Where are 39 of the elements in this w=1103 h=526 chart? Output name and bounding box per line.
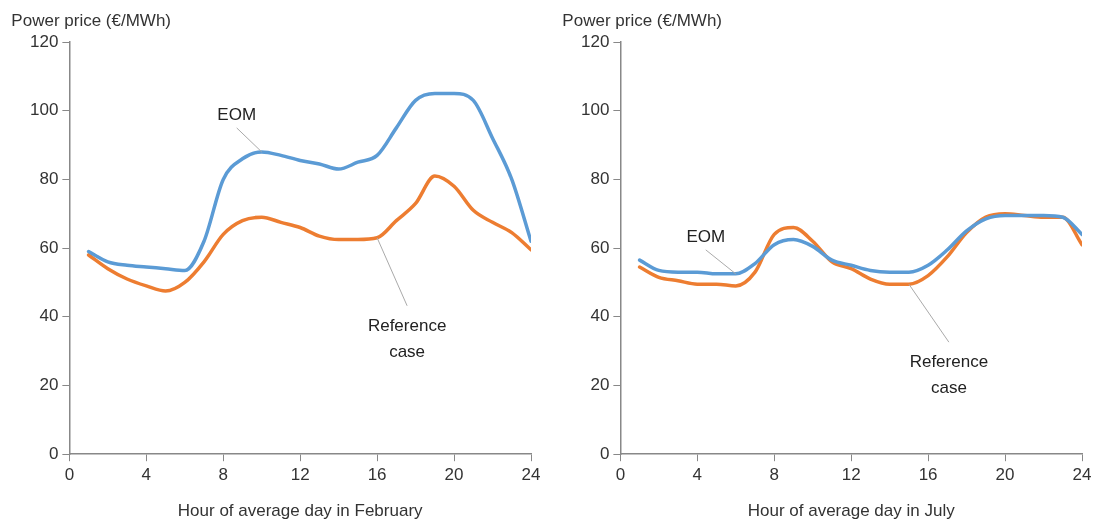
x-tick-label: 24 (521, 465, 541, 485)
y-tick-label: 100 (580, 100, 610, 120)
y-axis-title: Power price (€/MWh) (562, 11, 722, 31)
line-series (637, 213, 1082, 276)
x-tick-label: 12 (290, 465, 310, 485)
y-tick-label: 60 (590, 237, 610, 257)
x-axis-title: Hour of average day in February (177, 501, 424, 521)
y-tick-label: 40 (39, 306, 59, 326)
y-tick-label: 20 (590, 375, 610, 395)
y-tick-label: 80 (590, 169, 610, 189)
x-tick-label: 4 (141, 465, 152, 485)
x-tick-label: 20 (995, 465, 1015, 485)
line-series (86, 174, 531, 293)
text: Reference case (909, 352, 989, 398)
x-tick-label: 16 (918, 465, 938, 485)
x-tick-label: 12 (841, 465, 861, 485)
x-tick-label: 0 (64, 465, 75, 485)
x-tick-label: 16 (367, 465, 387, 485)
line-series (86, 91, 531, 273)
series-label: EOM (217, 105, 257, 125)
y-tick-label: 0 (599, 443, 610, 463)
y-tick-label: 120 (580, 31, 610, 51)
y-tick-label: 0 (48, 443, 59, 463)
x-tick-label: 4 (692, 465, 703, 485)
x-tick-label: 8 (218, 465, 228, 485)
y-tick-label: 60 (39, 237, 59, 257)
series-label: EOM (686, 227, 726, 247)
y-tick-label: 40 (590, 306, 610, 326)
x-tick-label: 24 (1072, 465, 1092, 485)
x-axis-title: Hour of average day in July (747, 501, 956, 521)
y-axis-title: Power price (€/MWh) (11, 11, 171, 31)
y-tick-label: 20 (39, 375, 59, 395)
text: Reference case (367, 315, 447, 361)
y-tick-label: 120 (29, 31, 59, 51)
x-tick-label: 8 (769, 465, 779, 485)
x-tick-label: 0 (615, 465, 626, 485)
y-tick-label: 80 (39, 169, 59, 189)
y-tick-label: 100 (29, 100, 59, 120)
x-tick-label: 20 (444, 465, 464, 485)
